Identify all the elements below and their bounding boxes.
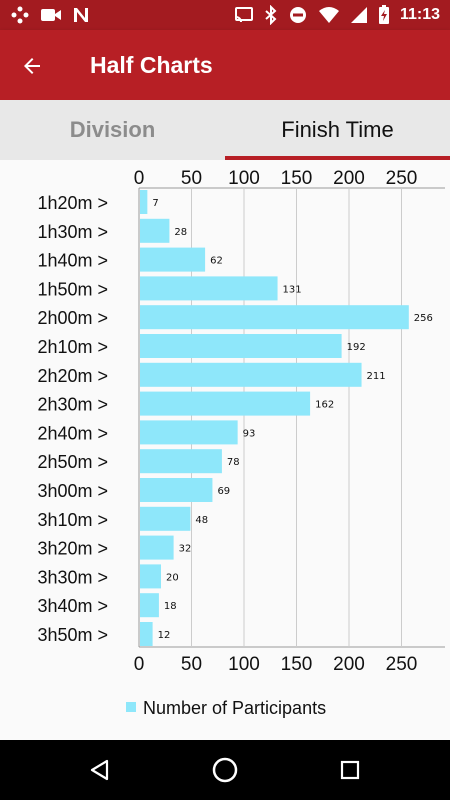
x-tick-label-top: 50: [181, 168, 202, 189]
data-label: 32: [179, 544, 192, 555]
legend-label: Number of Participants: [143, 698, 326, 718]
bar: [140, 535, 174, 560]
category-label: 3h40m >: [37, 596, 108, 616]
signal-icon: [350, 7, 367, 23]
category-label: 2h20m >: [37, 366, 108, 386]
battery-charging-icon: [378, 5, 389, 24]
back-button[interactable]: [14, 48, 50, 84]
category-label: 2h10m >: [37, 337, 108, 357]
nav-recents-button[interactable]: [335, 755, 365, 785]
data-label: 78: [227, 457, 240, 468]
bar: [140, 305, 409, 330]
bar: [140, 218, 170, 243]
category-label: 3h10m >: [37, 510, 108, 530]
nav-back-button[interactable]: [85, 755, 115, 785]
x-tick-label-top: 200: [333, 168, 365, 189]
data-label: 256: [414, 313, 433, 324]
app-bar: Half Charts: [0, 30, 450, 100]
status-time: 11:13: [399, 6, 440, 23]
category-label: 1h20m >: [37, 193, 108, 213]
category-label: 3h50m >: [37, 625, 108, 645]
x-tick-label-bottom: 250: [386, 654, 418, 675]
data-label: 93: [243, 428, 256, 439]
category-label: 1h50m >: [37, 279, 108, 299]
data-label: 28: [174, 227, 187, 238]
data-label: 131: [283, 284, 302, 295]
page-title: Half Charts: [90, 52, 213, 78]
finish-time-chart: 0 0 50 50 100 100 150 150 200 200 250 250 1h20m > 7 1h…: [37, 168, 445, 718]
category-label: 3h30m >: [37, 567, 108, 587]
tab-finish-time[interactable]: Finish Time: [225, 100, 450, 160]
data-label: 48: [195, 515, 208, 526]
x-tick-label-top: 250: [386, 168, 418, 189]
status-bar: 11:13: [0, 0, 450, 30]
data-label: 62: [210, 256, 223, 267]
data-label: 211: [367, 371, 386, 382]
bar: [140, 622, 153, 646]
nav-home-button[interactable]: [210, 755, 240, 785]
x-tick-label-bottom: 0: [134, 654, 145, 675]
tab-division[interactable]: Division: [69, 117, 156, 142]
bar: [140, 362, 362, 387]
bar: [140, 190, 148, 214]
x-tick-label-bottom: 150: [281, 654, 313, 675]
status-left-icons: [10, 5, 90, 25]
category-label: 3h20m >: [37, 539, 108, 559]
bar: [140, 391, 311, 416]
navigation-bar: [0, 740, 450, 800]
bar: [140, 593, 159, 618]
category-label: 2h30m >: [37, 395, 108, 415]
x-tick-label-top: 150: [281, 168, 313, 189]
n-logo-icon: [74, 8, 88, 22]
bar: [140, 506, 191, 531]
data-label: 192: [347, 342, 366, 353]
bar: [140, 276, 278, 301]
category-label: 2h50m >: [37, 452, 108, 472]
game-controller-icon: [11, 6, 29, 24]
tab-bar: Division Finish Time: [0, 100, 450, 160]
category-label: 3h00m >: [37, 481, 108, 501]
wifi-icon: [318, 7, 339, 23]
x-tick-label-bottom: 50: [181, 654, 202, 675]
recents-square-icon: [340, 760, 360, 780]
data-label: 7: [152, 198, 158, 209]
x-tick-label-bottom: 200: [333, 654, 365, 675]
bar: [140, 334, 342, 358]
bar: [140, 247, 206, 272]
back-triangle-icon: [90, 759, 109, 781]
data-label: 18: [164, 601, 177, 612]
cast-icon: [234, 7, 253, 23]
x-tick-label-top: 0: [134, 168, 145, 189]
video-camera-icon: [41, 9, 61, 21]
data-label: 69: [217, 486, 230, 497]
data-label: 12: [158, 630, 171, 641]
x-tick-label-bottom: 100: [228, 654, 260, 675]
category-label: 2h40m >: [37, 423, 108, 443]
status-right-icons: 11:13: [234, 5, 440, 25]
bar: [140, 478, 213, 502]
data-label: 162: [315, 400, 334, 411]
bar: [140, 564, 161, 589]
bluetooth-icon: [265, 5, 277, 25]
do-not-disturb-icon: [289, 7, 306, 23]
home-circle-icon: [212, 757, 238, 783]
bar: [140, 420, 238, 445]
bar: [140, 449, 222, 474]
category-label: 2h00m >: [37, 308, 108, 328]
legend-swatch: [126, 702, 136, 712]
data-label: 20: [166, 572, 179, 583]
arrow-left-icon: [24, 58, 40, 74]
category-label: 1h40m >: [37, 251, 108, 271]
x-tick-label-top: 100: [228, 168, 260, 189]
category-label: 1h30m >: [37, 222, 108, 242]
